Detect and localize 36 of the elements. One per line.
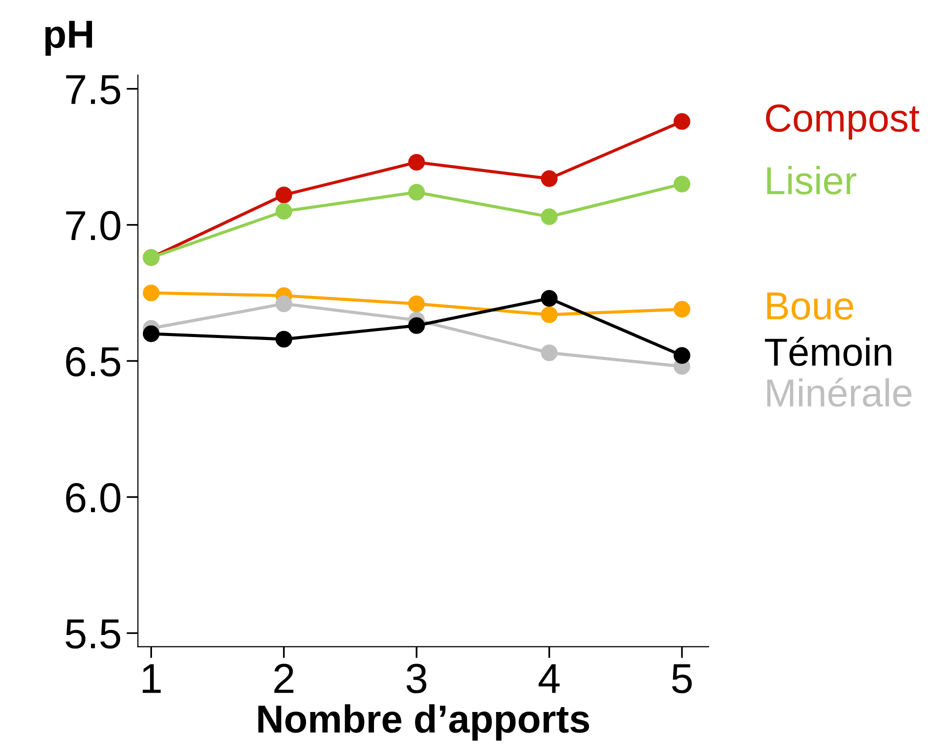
text: Minérale [767, 378, 912, 407]
point [408, 295, 425, 312]
point [408, 154, 425, 171]
point [276, 295, 292, 312]
point [674, 113, 690, 130]
point [142, 284, 160, 302]
y-tick-label: 7.5 [66, 75, 120, 104]
point [540, 306, 558, 324]
point [540, 170, 558, 187]
x-tick-label: 2 [274, 664, 294, 693]
series-label: Témoin [764, 336, 892, 366]
point [674, 176, 690, 192]
x-tick-label: 5 [672, 664, 692, 694]
y-tick-label: 5.5 [66, 620, 120, 649]
x-tick-label: 4 [538, 664, 560, 693]
point [674, 300, 690, 318]
y-tick-label: 6.5 [66, 346, 120, 376]
series-label: Boue [767, 292, 854, 320]
x-tick-label: 1 [142, 664, 161, 693]
point [276, 330, 292, 348]
x-axis-title: Nombre d’apports [258, 704, 590, 741]
point [540, 208, 558, 226]
y-axis-title: pH [45, 20, 92, 56]
y-tick-label: 6.0 [66, 483, 120, 513]
point [142, 325, 160, 342]
point [408, 184, 425, 201]
point [276, 186, 292, 204]
point [540, 290, 558, 307]
point [674, 347, 690, 364]
y-tick-label: 7.0 [66, 210, 120, 240]
point [276, 202, 292, 220]
x-tick-label: 3 [406, 664, 426, 694]
series-label: Compost [766, 104, 920, 140]
series-label: Lisier [767, 166, 856, 194]
point [408, 317, 425, 334]
point [540, 344, 558, 362]
